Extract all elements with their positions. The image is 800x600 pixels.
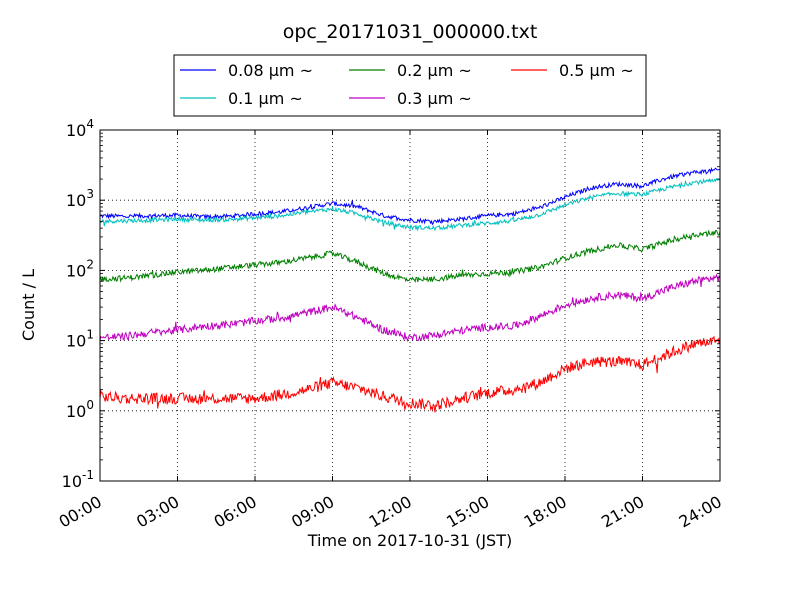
y-tick-label: 103 <box>66 187 94 210</box>
legend: 0.08 μm ~ 0.1 μm ~ 0.2 μm ~ 0.3 μm ~ 0.5 μm … <box>173 54 647 117</box>
series-line-1 <box>99 177 721 232</box>
y-tick-label: 10-1 <box>62 468 94 491</box>
legend-label: 0.3 μm ~ <box>397 89 472 108</box>
legend-label: 0.5 μm ~ <box>559 61 634 80</box>
tick-layer <box>99 129 721 482</box>
chart-title: opc_20171031_000000.txt <box>283 21 538 43</box>
series-line-2 <box>99 229 721 284</box>
legend-box <box>173 54 647 117</box>
x-axis-label: Time on 2017-10-31 (JST) <box>307 531 512 550</box>
y-axis-label: Count / L <box>19 269 38 341</box>
series-line-3 <box>99 273 721 343</box>
series-layer <box>99 166 721 413</box>
series-line-4 <box>99 335 721 413</box>
legend-label: 0.08 μm ~ <box>228 61 313 80</box>
y-tick-label: 100 <box>66 398 94 421</box>
legend-label: 0.2 μm ~ <box>397 61 472 80</box>
legend-label: 0.1 μm ~ <box>228 89 303 108</box>
y-tick-label: 102 <box>66 257 94 280</box>
grid-layer <box>100 130 720 481</box>
y-tick-label: 104 <box>66 117 94 140</box>
y-tick-label: 101 <box>66 328 94 351</box>
series-line-0 <box>99 166 721 226</box>
y-tick-labels: 10-1 100 101 102 103 104 <box>62 117 94 491</box>
